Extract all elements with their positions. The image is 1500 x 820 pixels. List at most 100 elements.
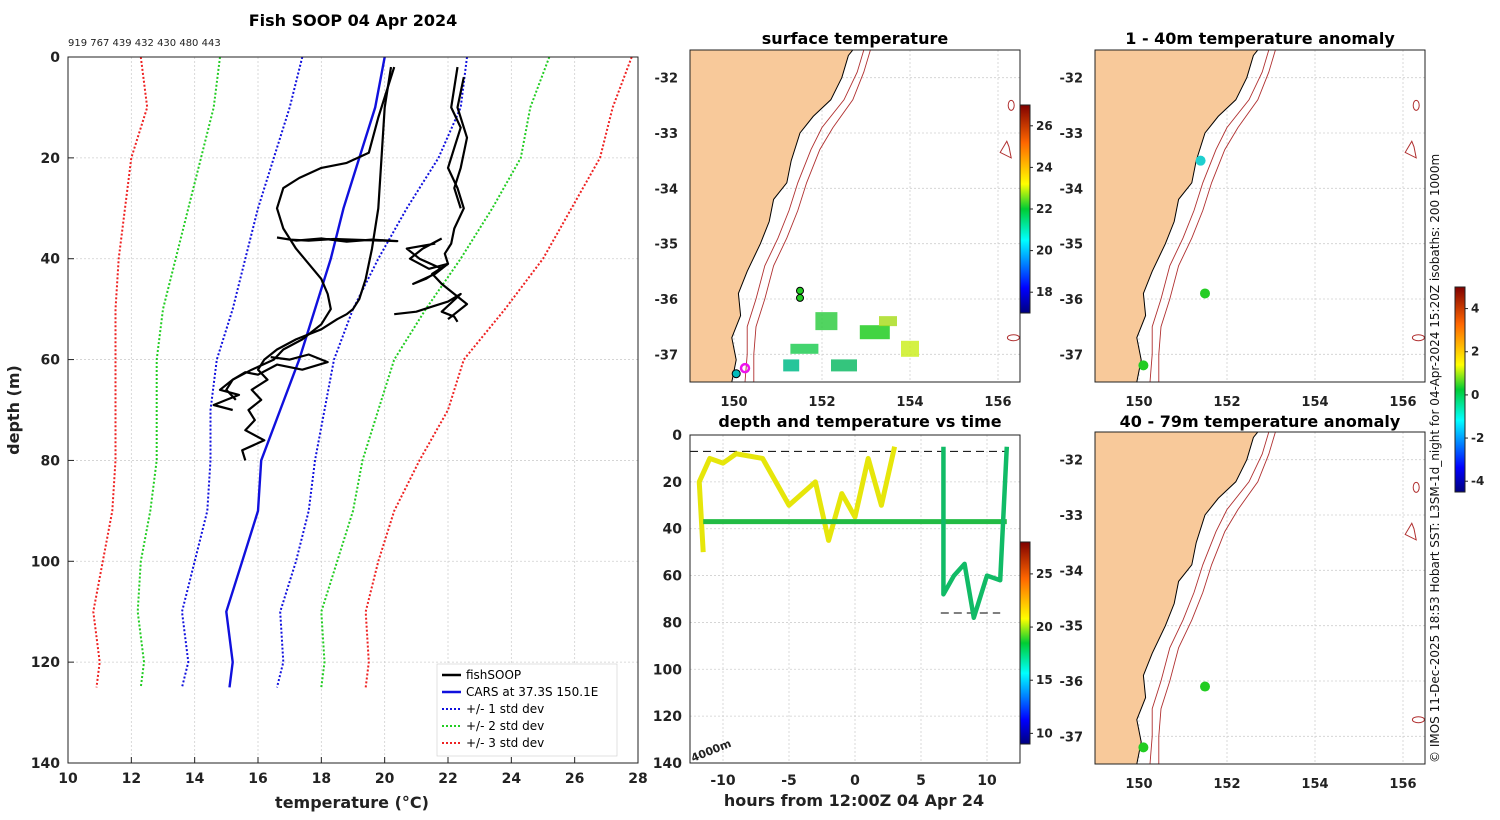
map-islet [1007,99,1015,111]
profile-frame [67,56,639,764]
sst-colorbar-label: 24 [1036,160,1053,174]
legend-1std: +/- 1 std dev [466,702,544,716]
anomaly-colorbar-label: 0 [1471,388,1479,402]
map-lat-label: -35 [1060,620,1084,635]
time-title: depth and temperature vs time [718,412,1001,431]
profile-panel: Fish SOOP 04 Apr 2024 919 767 439 432 43… [4,11,648,812]
map-lon-label: 152 [1213,777,1240,792]
profile-ytick-label: 120 [31,655,60,671]
profile-ytick-label: 40 [41,252,61,268]
sst-colorbar-label: 20 [1036,244,1053,258]
map-lat-label: -36 [655,293,679,308]
m1-content [690,50,1020,382]
profile-ytick-label: 60 [41,353,61,369]
map-frame [1094,431,1426,765]
map-islet [1412,99,1420,111]
map2-title: 1 - 40m temperature anomaly [1125,29,1395,48]
map-land [1095,50,1259,382]
map-lat-label: -32 [1060,72,1084,87]
time-ytick-label: 20 [663,475,683,491]
time-colorbar-label: 10 [1036,726,1053,740]
profile-xtick-label: 18 [312,771,331,787]
profile-lines [92,57,633,688]
profile-ytick-label: 20 [41,151,61,167]
time-panel: depth and temperature vs time -10 -5 0 5 100… [653,412,1021,810]
map-land [690,50,854,382]
time-colorbar-bar [1019,541,1031,745]
map-lon-label: 152 [808,395,835,410]
profile-series-cars-at-37-3s-150-1e [225,57,386,688]
map-lat-label: -34 [1060,182,1084,197]
time-xtick-label: -10 [710,773,736,789]
profile-ytick-label: 100 [31,554,60,570]
m3-content [1095,432,1425,764]
legend-2std: +/- 2 std dev [466,719,544,733]
sst-point [796,286,804,295]
profile-ylabel: depth (m) [4,365,23,455]
map-island [1404,522,1417,541]
profile-title: Fish SOOP 04 Apr 2024 [249,11,458,30]
profile-xtick-label: 22 [438,771,457,787]
profile-series--1-std-dev [180,57,304,688]
map1-body: 150 152 154 156 -32 -33 -34 -35 -36 -37 [655,49,1021,410]
fishSOOP-g [405,237,450,285]
anomaly-colorbar-label: 2 [1471,345,1479,359]
map3-body: 150 152 154 156 -32 -33 -34 -35 -36 -37 [1060,431,1426,792]
time-colorbar-label: 15 [1036,673,1053,687]
fishSOOP-b [225,66,396,401]
credit-text: © IMOS 11-Dec-2025 18:53 Hobart SST: L3S… [1428,154,1442,763]
map-anomaly-1-40m: 1 - 40m temperature anomaly 150 152 154 156… [1060,29,1426,410]
map-lat-label: -36 [1060,675,1084,690]
time-ytick-label: 60 [663,569,683,585]
legend-box [436,663,618,757]
map-lat-label: -37 [1060,730,1084,745]
time-xlabel: hours from 12:00Z 04 Apr 24 [724,791,984,810]
time-ytick-label: 120 [653,709,682,725]
map-lat-label: -36 [1060,293,1084,308]
fishSOOP-h [394,292,462,323]
map3-title: 40 - 79m temperature anomaly [1120,412,1401,431]
time-ytick-label: 0 [672,428,682,444]
map-lat-label: -32 [1060,454,1084,469]
fishSOOP-c [276,236,399,243]
anomaly-point [1138,742,1149,753]
sst-point [731,369,741,379]
fishSOOP-d [212,353,329,412]
profile-ytick-label: 80 [41,453,61,469]
map-isobath-1000 [1158,50,1276,382]
profile-series--2-std-dev [136,57,221,688]
map-anomaly-40-79m: 40 - 79m temperature anomaly 150 152 154 15… [1060,412,1426,792]
profile-xtick-label: 24 [502,771,522,787]
anomaly-point [1195,155,1206,166]
sst-patch [815,312,838,331]
map-lat-label: -34 [655,182,679,197]
map1-title: surface temperature [762,29,949,48]
top-note: 919 767 439 432 430 480 443 [68,38,221,49]
sst-colorbar-bar [1019,104,1031,314]
sst-patch [831,359,857,372]
time-ytick-label: 100 [653,662,682,678]
map-lat-label: -35 [655,238,679,253]
time-xtick-label: -5 [781,773,797,789]
anomaly-point [1138,360,1149,371]
fishSOOP-a [241,66,393,461]
map-lat-label: -34 [1060,564,1084,579]
map-lon-label: 152 [1213,395,1240,410]
sst-patch [790,343,819,354]
map-lon-label: 154 [1301,777,1328,792]
map-lon-label: 154 [896,395,923,410]
map-lat-label: -35 [1060,238,1084,253]
profile-xtick-label: 20 [375,771,395,787]
sst-colorbar-label: 18 [1036,285,1053,299]
map2-body: 150 152 154 156 -32 -33 -34 -35 -36 -37 [1060,49,1426,410]
map-isobath-200 [1149,50,1270,382]
profile-series--1-std-dev [276,57,468,688]
anomaly-point [1200,681,1210,692]
profile-xlabel: temperature (°C) [275,793,429,812]
time-ytick-label: 140 [653,756,682,772]
time-track-yellow [696,446,898,553]
sst-patch [879,316,897,327]
profile-series--3-std-dev [364,57,633,688]
